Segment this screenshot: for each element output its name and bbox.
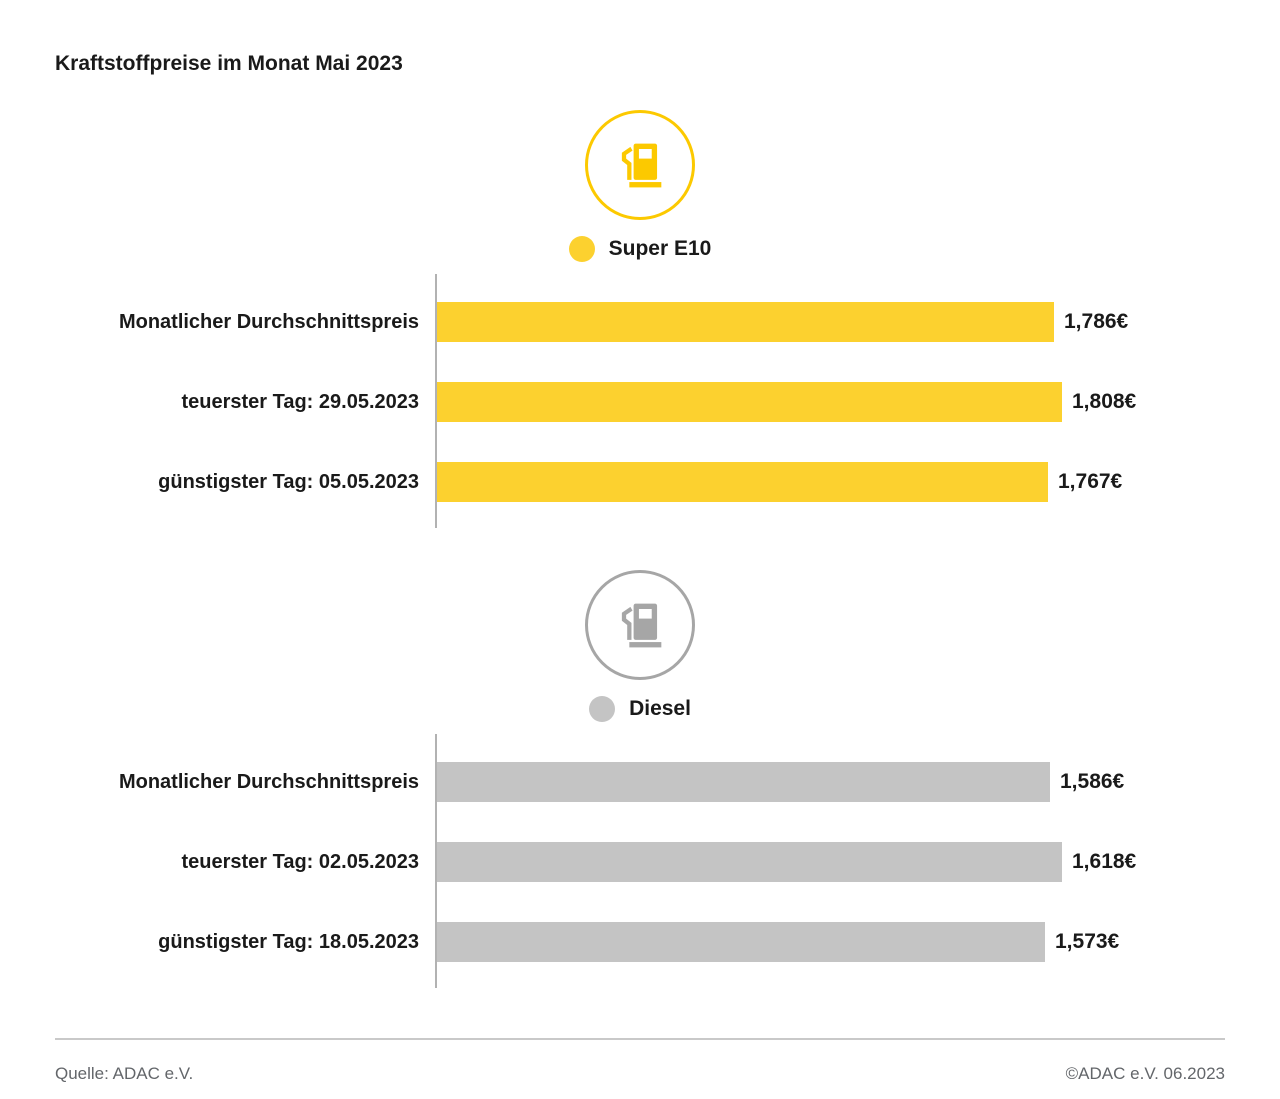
row-label: teuerster Tag: 29.05.2023 [181, 390, 419, 413]
bars-axis: 1,786€ 1,808€ 1,767€ [435, 274, 1225, 528]
plot-super-e10: Monatlicher Durchschnittspreis teuerster… [55, 274, 1225, 528]
row-label: günstigster Tag: 18.05.2023 [158, 930, 419, 953]
bar-value: 1,808€ [1072, 390, 1137, 413]
category-labels: Monatlicher Durchschnittspreis teuerster… [55, 734, 435, 988]
row-label: günstigster Tag: 05.05.2023 [158, 470, 419, 493]
fuel-pump-glyph [621, 603, 662, 648]
category-labels: Monatlicher Durchschnittspreis teuerster… [55, 274, 435, 528]
bar-value: 1,786€ [1064, 310, 1129, 333]
bars-axis: 1,586€ 1,618€ 1,573€ [435, 734, 1225, 988]
legend-dot [589, 696, 616, 722]
footer-copyright: ©ADAC e.V. 06.2023 [1065, 1064, 1225, 1083]
footer-source: Quelle: ADAC e.V. [55, 1064, 194, 1083]
row-label: Monatlicher Durchschnittspreis [118, 310, 419, 333]
bar [437, 302, 1054, 342]
bar-value: 1,586€ [1060, 770, 1125, 793]
plot-diesel: Monatlicher Durchschnittspreis teuerster… [55, 734, 1225, 988]
chart-section-diesel: Diesel Monatlicher Durchschnittspreis te… [55, 570, 1225, 988]
bar [437, 462, 1048, 502]
bar-row: 1,618€ [437, 822, 1225, 902]
bar-row: 1,586€ [437, 742, 1225, 822]
bar [437, 762, 1050, 802]
bar-row: 1,573€ [437, 902, 1225, 982]
legend-label: Super E10 [608, 237, 712, 260]
fuel-pump-icon [585, 570, 695, 680]
bar-row: 1,786€ [437, 282, 1225, 362]
footer: Quelle: ADAC e.V. ©ADAC e.V. 06.2023 [55, 1038, 1225, 1084]
legend-label: Diesel [629, 697, 691, 720]
row-label: teuerster Tag: 02.05.2023 [181, 850, 419, 873]
fuel-pump-icon [585, 110, 695, 220]
legend-diesel: Diesel [55, 696, 1225, 722]
bar-value: 1,618€ [1072, 850, 1137, 873]
fuel-pump-icon-wrap [55, 110, 1225, 220]
bar-value: 1,767€ [1058, 470, 1123, 493]
legend-dot [568, 236, 595, 262]
fuel-pump-icon-wrap [55, 570, 1225, 680]
bar-row: 1,767€ [437, 442, 1225, 522]
bar [437, 842, 1062, 882]
bar [437, 922, 1045, 962]
bar-value: 1,573€ [1055, 930, 1120, 953]
page-title: Kraftstoffpreise im Monat Mai 2023 [55, 52, 403, 75]
bar [437, 382, 1062, 422]
bar-row: 1,808€ [437, 362, 1225, 442]
chart-section-super-e10: Super E10 Monatlicher Durchschnittspreis… [55, 110, 1225, 528]
row-label: Monatlicher Durchschnittspreis [118, 770, 419, 793]
fuel-pump-glyph [621, 143, 662, 188]
legend-super-e10: Super E10 [55, 236, 1225, 262]
